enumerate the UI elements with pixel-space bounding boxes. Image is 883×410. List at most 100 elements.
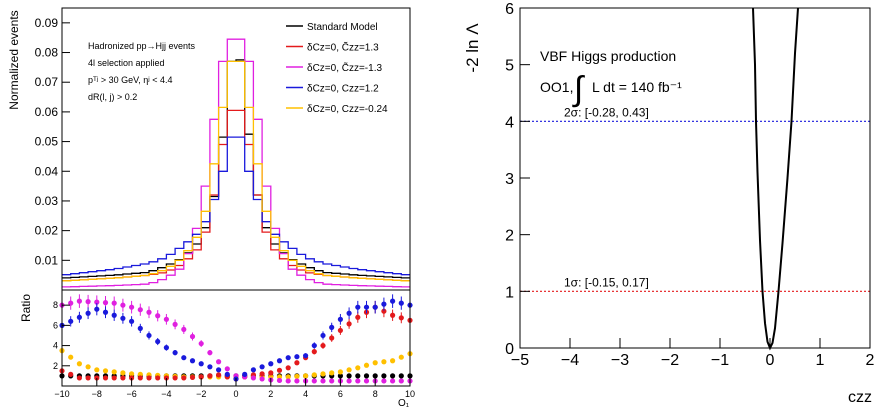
ratio-point	[311, 378, 317, 384]
ratio-point	[120, 315, 126, 321]
histogram-series-3	[62, 136, 410, 276]
right-x-tick-label: 1	[816, 352, 825, 369]
right-y-tick-label: 0	[505, 341, 514, 358]
ratio-point	[346, 378, 352, 384]
ratio-point	[329, 324, 335, 330]
ratio-point	[207, 373, 213, 379]
annotation-line-1: Hadronized pp→Hjj events	[88, 41, 196, 51]
ratio-point	[137, 375, 143, 381]
ratio-point	[129, 304, 135, 310]
y-tick-label: 0.01	[35, 253, 59, 267]
ratio-point	[337, 327, 343, 334]
ratio-point	[337, 373, 343, 379]
ratio-point	[320, 371, 326, 377]
ratio-point	[311, 372, 317, 378]
histogram-series-1	[62, 109, 410, 282]
ratio-x-tick-label: −10	[54, 389, 69, 399]
ratio-point	[320, 332, 326, 339]
ratio-point	[102, 375, 109, 381]
annotation-line-3: pᵀʲ > 30 GeV, ηʲ < 4.4	[88, 75, 173, 85]
ratio-point	[111, 300, 117, 306]
annotation-line-4: dR(l, j) > 0.2	[88, 92, 137, 102]
y-tick-label: 0.04	[35, 164, 59, 178]
ratio-point	[337, 369, 343, 375]
ratio-point	[216, 367, 222, 373]
ratio-point	[85, 310, 91, 316]
ratio-point	[355, 378, 361, 384]
right-annotation-2: OO1,	[540, 79, 573, 95]
y-tick-label: 0.09	[35, 16, 59, 30]
ratio-point	[120, 370, 126, 376]
ratio-point	[381, 301, 387, 307]
right-y-tick-label: 3	[505, 171, 514, 188]
ratio-point	[311, 342, 317, 349]
ratio-point	[372, 373, 378, 379]
ratio-point	[137, 307, 143, 313]
ratio-ylabel: Ratio	[19, 294, 33, 322]
ratio-point	[76, 375, 82, 381]
ratio-y-tick-label: 2	[53, 361, 58, 371]
ratio-x-tick-label: 0	[233, 389, 238, 399]
ratio-point	[276, 377, 283, 384]
ratio-point	[294, 373, 300, 379]
ratio-x-tick-label: 10	[405, 389, 415, 399]
ratio-point	[398, 300, 404, 306]
ratio-point	[85, 364, 91, 370]
ratio-point	[381, 308, 387, 314]
right-y-tick-label: 4	[505, 114, 514, 131]
ratio-point	[390, 373, 396, 379]
threshold-label: 1σ: [-0.15, 0.17]	[564, 275, 649, 289]
histogram-series-2	[62, 38, 410, 288]
ratio-point	[146, 375, 152, 381]
ratio-point	[398, 315, 404, 321]
ratio-point	[198, 374, 204, 380]
ratio-point	[355, 314, 361, 320]
histogram-series-group	[62, 38, 410, 288]
ratio-point	[94, 367, 100, 373]
ratio-point	[398, 373, 404, 379]
ratio-point	[198, 361, 204, 367]
ratio-xlabel: O₁	[398, 398, 410, 409]
ratio-point	[398, 354, 404, 360]
ratio-point	[363, 378, 370, 384]
histogram-series-4	[62, 60, 410, 282]
ratio-point	[102, 300, 109, 306]
ratio-point	[381, 373, 387, 379]
ratio-y-tick-label: 6	[53, 320, 58, 330]
y-tick-label: 0.02	[35, 224, 59, 238]
ratio-x-tick-label: −8	[92, 389, 102, 399]
ratio-point	[355, 365, 361, 371]
ratio-point	[381, 378, 387, 384]
right-x-tick-label: −3	[611, 352, 629, 369]
ratio-point	[68, 318, 74, 324]
right-x-tick-label: 2	[866, 352, 875, 369]
y-tick-label: 0.03	[35, 194, 59, 208]
ratio-series-group	[59, 294, 413, 384]
ratio-y-tick-label: 4	[53, 341, 58, 351]
ratio-point	[111, 312, 117, 318]
ratio-point	[76, 314, 82, 320]
ratio-point	[129, 371, 135, 377]
ratio-x-tick-label: 8	[373, 389, 378, 399]
ratio-point	[372, 360, 378, 366]
ratio-point	[76, 298, 82, 304]
ratio-point	[294, 378, 300, 384]
ratio-point	[346, 373, 352, 379]
ratio-point	[189, 333, 196, 340]
ratio-point	[329, 370, 335, 376]
ratio-point	[85, 375, 91, 381]
ratio-point	[155, 313, 161, 319]
ratio-x-tick-label: −2	[196, 389, 206, 399]
ratio-point	[303, 353, 309, 359]
right-x-tick-label: −4	[561, 352, 579, 369]
ratio-point	[207, 364, 213, 370]
ratio-point	[172, 375, 178, 381]
ratio-point	[94, 306, 100, 312]
legend-label: Standard Model	[307, 22, 378, 33]
annotation-line-2: 4l selection applied	[88, 58, 165, 68]
ratio-point	[111, 369, 117, 375]
right-x-tick-label: −2	[661, 352, 679, 369]
ratio-point	[155, 375, 161, 381]
ratio-point	[224, 371, 230, 377]
